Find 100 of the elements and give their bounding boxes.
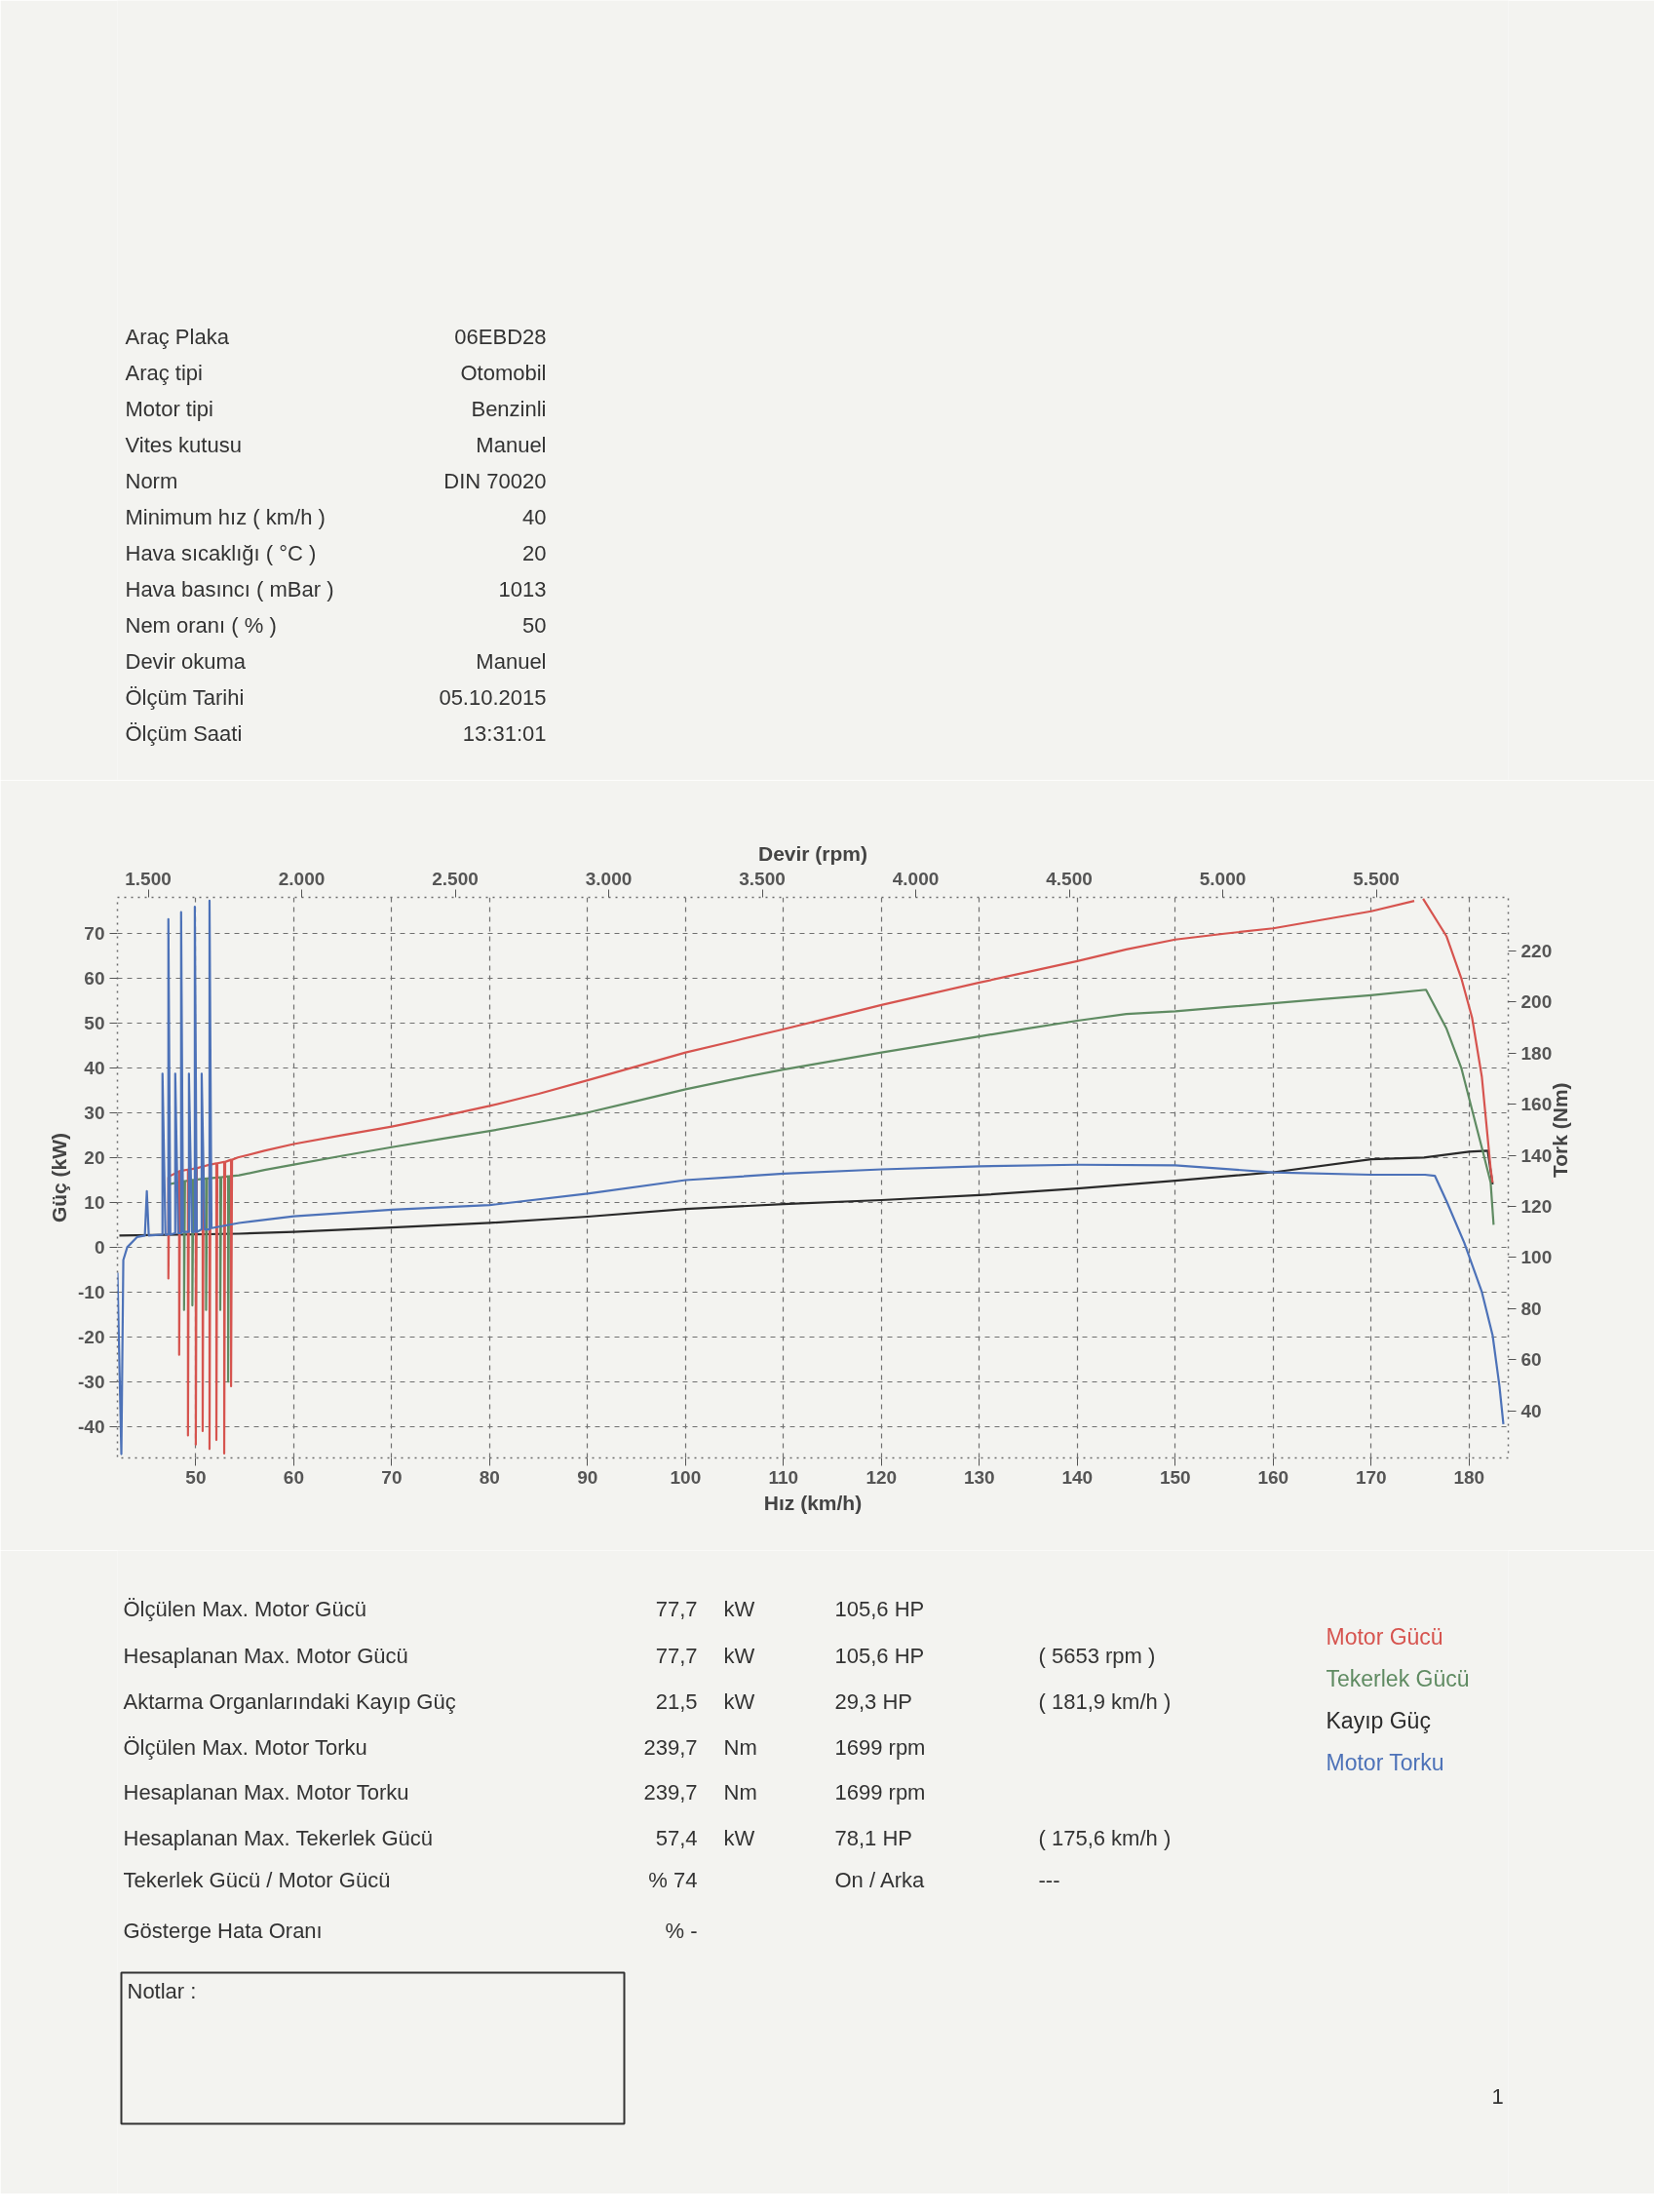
text: % 74 — [648, 1868, 698, 1892]
x-tick-label: 110 — [768, 1466, 799, 1488]
x-tick-label: 120 — [865, 1466, 898, 1488]
text: Hesaplanan Max. Motor Torku — [123, 1780, 409, 1805]
text: % - — [665, 1919, 698, 1943]
x2-tick-label: 5.000 — [1199, 868, 1247, 889]
x-tick-label: 60 — [283, 1466, 304, 1488]
text: Nm — [723, 1735, 757, 1760]
text: On / Arka — [834, 1868, 925, 1892]
text: 239,7 — [643, 1735, 698, 1760]
text: Manuel — [476, 649, 547, 674]
text: Otomobil — [460, 361, 547, 385]
y-tick-label: 70 — [84, 922, 105, 944]
text: 13:31:01 — [462, 721, 547, 746]
y-tick-label: -20 — [78, 1326, 105, 1347]
text: Minimum hız ( km/h ) — [125, 505, 326, 529]
text: 1699 rpm — [834, 1735, 926, 1760]
y2-tick-label: 180 — [1520, 1042, 1553, 1064]
y-tick-label: 40 — [84, 1057, 105, 1078]
text: 77,7 — [655, 1644, 698, 1668]
y2-tick-label: 80 — [1520, 1298, 1542, 1319]
y-tick-label: 30 — [84, 1102, 105, 1123]
text: Gösterge Hata Oranı — [123, 1919, 323, 1943]
text: Hava sıcaklığı ( °C ) — [125, 541, 317, 565]
x2-tick-label: 5.500 — [1353, 868, 1400, 889]
x-tick-label: 70 — [381, 1466, 403, 1488]
text: 239,7 — [643, 1780, 698, 1805]
text: kW — [723, 1689, 755, 1714]
text: Nm — [723, 1780, 757, 1805]
y-tick-label: 10 — [84, 1191, 105, 1213]
text: Hesaplanan Max. Tekerlek Gücü — [123, 1826, 434, 1850]
text: Ölçüm Saati — [125, 721, 243, 746]
text: Hava basıncı ( mBar ) — [125, 577, 334, 602]
y2-tick-label: 200 — [1520, 991, 1553, 1013]
text: 57,4 — [655, 1826, 698, 1850]
x-tick-label: 140 — [1061, 1466, 1094, 1488]
y-tick-label: 50 — [84, 1012, 105, 1033]
text: 06EBD28 — [454, 325, 547, 349]
y-tick-label: -40 — [78, 1416, 105, 1437]
text: kW — [723, 1597, 755, 1621]
x-tick-label: 180 — [1453, 1466, 1485, 1488]
x-tick-label: 80 — [479, 1466, 500, 1488]
text: Motor Gücü — [1326, 1623, 1443, 1649]
text: Devir okuma — [125, 649, 247, 674]
text: 05.10.2015 — [439, 685, 547, 710]
text: 105,6 HP — [834, 1644, 925, 1668]
y2-tick-label: 120 — [1520, 1195, 1553, 1217]
text: Tekerlek Gücü — [1326, 1665, 1470, 1691]
text: Notlar : — [127, 1979, 197, 2003]
text: Hesaplanan Max. Motor Gücü — [123, 1644, 408, 1668]
y-tick-label: 60 — [84, 967, 105, 989]
x2-tick-label: 2.000 — [278, 868, 326, 889]
x2-tick-label: 4.000 — [892, 868, 940, 889]
x-tick-label: 100 — [670, 1466, 702, 1488]
x2-tick-label: 3.000 — [585, 868, 633, 889]
text: 77,7 — [655, 1597, 698, 1621]
text: Norm — [125, 469, 178, 493]
text: 1699 rpm — [834, 1780, 926, 1805]
x2-axis-title: Devir (rpm) — [757, 841, 868, 865]
text: Aktarma Organlarındaki Kayıp Güç — [123, 1689, 456, 1714]
text: Kayıp Güç — [1326, 1707, 1431, 1733]
x-axis-title: Hız (km/h) — [763, 1491, 863, 1514]
x2-tick-label: 1.500 — [125, 868, 172, 889]
x-tick-label: 160 — [1257, 1466, 1289, 1488]
y2-tick-label: 160 — [1520, 1094, 1553, 1115]
text: Manuel — [476, 433, 547, 457]
x2-tick-label: 4.500 — [1046, 868, 1093, 889]
text: 1013 — [498, 577, 547, 602]
text: 105,6 HP — [834, 1597, 925, 1621]
text: 20 — [522, 541, 547, 565]
y2-tick-label: 220 — [1520, 941, 1553, 962]
x2-tick-label: 3.500 — [739, 868, 786, 889]
text: ( 175,6 km/h ) — [1038, 1826, 1172, 1850]
y-tick-label: -10 — [78, 1281, 105, 1302]
y2-tick-label: 40 — [1520, 1400, 1542, 1421]
text: Nem oranı ( % ) — [125, 613, 277, 638]
text: kW — [723, 1644, 755, 1668]
y2-tick-label: 100 — [1520, 1247, 1553, 1268]
y-tick-label: 0 — [94, 1236, 105, 1258]
y-tick-label: 20 — [84, 1146, 105, 1168]
text: Vites kutusu — [125, 433, 242, 457]
text: 78,1 HP — [834, 1826, 912, 1850]
x2-tick-label: 2.500 — [432, 868, 479, 889]
y-axis-title: Güç (kW) — [48, 1132, 71, 1223]
text: Ölçülen Max. Motor Torku — [123, 1735, 367, 1760]
text: DIN 70020 — [443, 469, 547, 493]
text: 21,5 — [655, 1689, 698, 1714]
text: Tekerlek Gücü / Motor Gücü — [123, 1868, 391, 1892]
text: Araç Plaka — [125, 325, 230, 349]
text: 1 — [1491, 2084, 1504, 2109]
x-tick-label: 90 — [577, 1466, 598, 1488]
text: Araç tipi — [125, 361, 203, 385]
x-tick-label: 50 — [185, 1466, 207, 1488]
text: 50 — [522, 613, 547, 638]
text: Ölçüm Tarihi — [125, 685, 245, 710]
text: Motor tipi — [125, 397, 213, 421]
text: Benzinli — [471, 397, 547, 421]
text: ( 181,9 km/h ) — [1038, 1689, 1172, 1714]
text: 40 — [522, 505, 547, 529]
x-tick-label: 130 — [963, 1466, 995, 1488]
